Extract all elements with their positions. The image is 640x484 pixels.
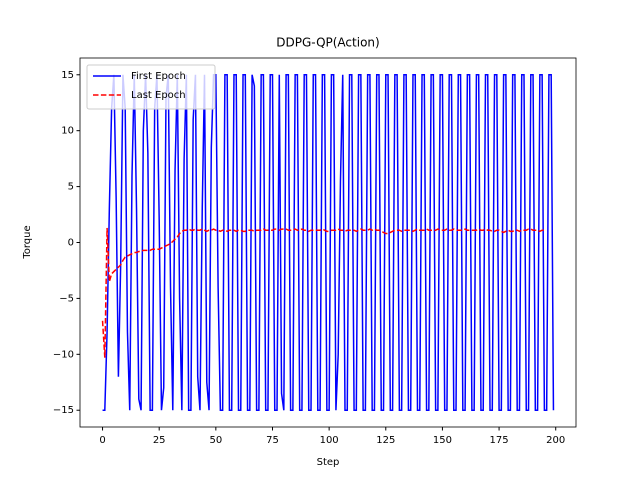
- x-tick-label: 200: [546, 435, 565, 446]
- y-tick-label: 15: [61, 70, 74, 81]
- y-tick-label: −15: [53, 405, 74, 416]
- x-tick-label: 100: [320, 435, 339, 446]
- x-tick-label: 175: [490, 435, 509, 446]
- x-tick-label: 50: [209, 435, 222, 446]
- y-tick-label: 0: [68, 238, 74, 249]
- line-series: [101, 227, 545, 358]
- y-axis-label: Torque: [22, 225, 33, 259]
- x-tick-label: 0: [99, 435, 105, 446]
- x-tick-label: 125: [376, 435, 395, 446]
- x-tick-label: 75: [266, 435, 279, 446]
- x-tick-label: 25: [153, 435, 166, 446]
- y-tick-label: 5: [68, 182, 74, 193]
- chart-title: DDPG-QP(Action): [276, 36, 379, 50]
- y-tick-label: −10: [53, 349, 74, 360]
- y-tick-label: −5: [59, 293, 74, 304]
- legend-label: First Epoch: [131, 71, 186, 82]
- x-tick-label: 150: [433, 435, 452, 446]
- y-tick-label: 10: [61, 126, 74, 137]
- line-series: [102, 74, 555, 411]
- legend-label: Last Epoch: [131, 90, 186, 101]
- x-axis-label: Step: [317, 457, 340, 468]
- plot-frame: [79, 57, 577, 428]
